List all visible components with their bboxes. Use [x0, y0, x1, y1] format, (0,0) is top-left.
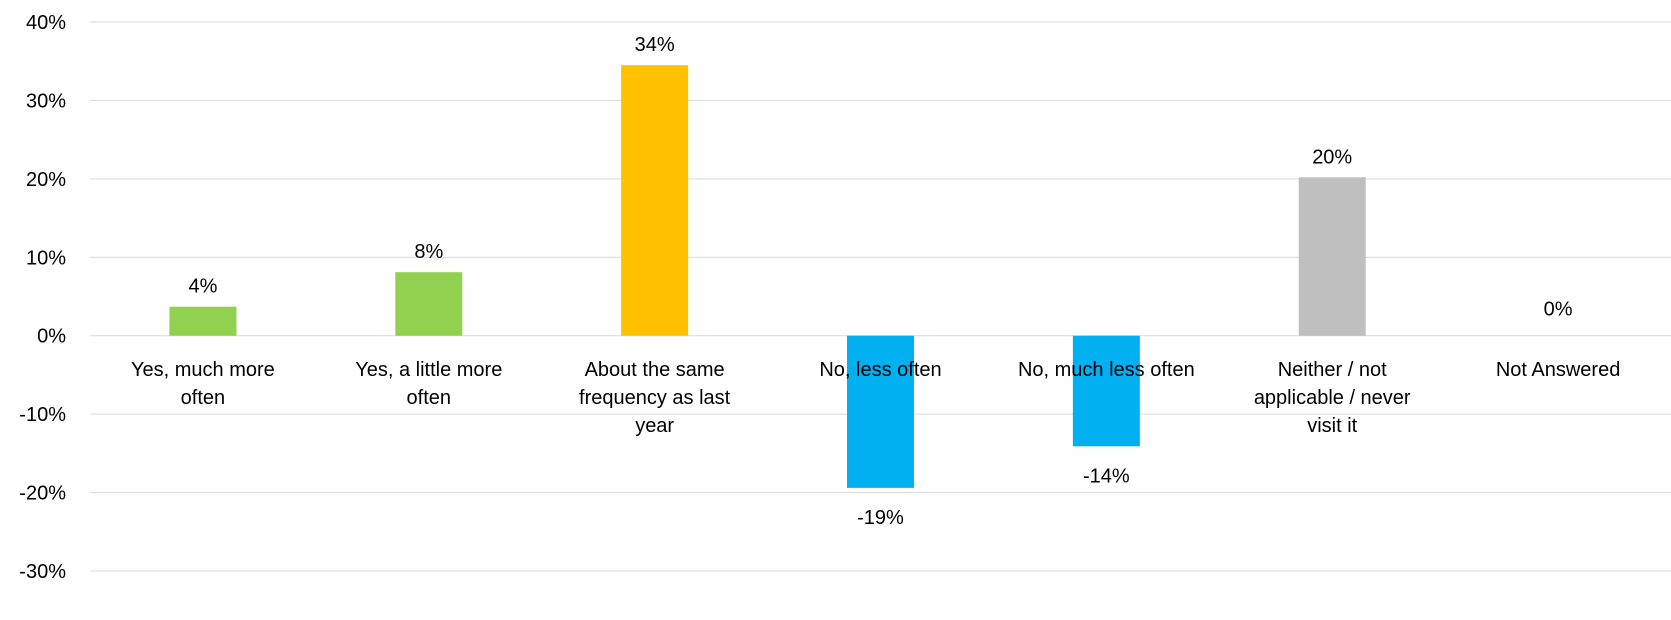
bar	[395, 272, 463, 336]
data-label: 34%	[635, 34, 675, 56]
category-label: No, much less often	[1018, 359, 1195, 381]
bars	[169, 65, 1366, 488]
category-label: Yes, a little more	[355, 359, 502, 381]
category-label: often	[407, 387, 451, 409]
category-label: year	[635, 415, 674, 437]
category-label: Neither / not	[1278, 359, 1387, 381]
y-tick-label: 0%	[37, 326, 66, 348]
y-tick-label: 30%	[26, 90, 66, 112]
bar	[1298, 177, 1366, 336]
category-label: often	[181, 387, 225, 409]
y-tick-label: 40%	[26, 12, 66, 34]
data-label: -14%	[1083, 465, 1130, 487]
bar	[169, 306, 237, 336]
category-label: frequency as last	[579, 387, 731, 409]
data-label: 8%	[414, 241, 443, 263]
y-tick-label: -30%	[19, 561, 66, 583]
category-label: applicable / never	[1254, 387, 1411, 409]
data-label: 4%	[188, 276, 217, 298]
bar	[621, 65, 689, 336]
data-label: 0%	[1544, 299, 1573, 321]
data-label: 20%	[1312, 146, 1352, 168]
y-axis-tick-labels: 40% 30% 20% 10% 0% -10% -20% -30%	[19, 12, 66, 583]
y-tick-label: 20%	[26, 169, 66, 191]
category-label: visit it	[1307, 415, 1357, 437]
y-tick-label: 10%	[26, 247, 66, 269]
gridlines	[90, 21, 1671, 572]
bar	[1072, 335, 1140, 447]
data-labels: 4% 8% 34% -19% -14% 20% 0%	[188, 34, 1572, 529]
y-tick-label: -10%	[19, 404, 66, 426]
category-label: About the same	[585, 359, 725, 381]
category-labels: Yes, much more often Yes, a little more oft…	[131, 359, 1620, 437]
y-tick-label: -20%	[19, 483, 66, 505]
category-label: No, less often	[819, 359, 941, 381]
category-label: Yes, much more	[131, 359, 275, 381]
bar	[847, 335, 914, 488]
category-label: Not Answered	[1496, 359, 1621, 381]
data-label: -19%	[857, 507, 904, 529]
